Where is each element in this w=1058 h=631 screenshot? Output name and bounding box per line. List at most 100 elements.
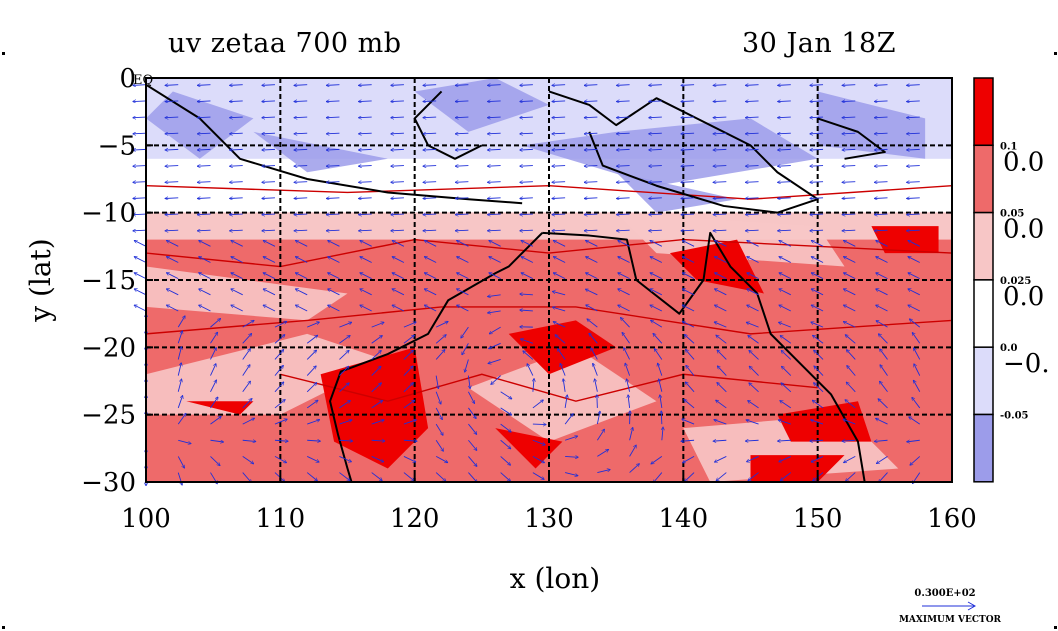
wind-vector [593,363,598,376]
wind-vector [274,400,285,409]
wind-vector [713,214,727,215]
wind-vector [134,273,147,280]
wind-vector [391,133,404,134]
wind-vector [779,289,792,296]
wind-vector [746,230,759,231]
wind-vector [326,149,340,150]
wind-vector [618,273,630,280]
wind-vector [165,214,179,215]
wind-vector [779,456,791,461]
wind-vector [455,85,469,86]
wind-vector [681,149,695,150]
wind-vector [810,440,824,441]
axes: 100 110 120 130 140 150 160 0 −5 −10 −15 −20 −25 −30 [81,64,977,534]
wind-vector [455,182,469,183]
wind-vector [591,348,598,360]
colorbar-large-label: 0.0 [1003,282,1044,312]
wind-vector [912,397,921,409]
coastline-segment [329,232,543,482]
wind-vector [294,101,308,102]
wind-vector [328,289,340,296]
wind-vector [359,133,372,134]
wind-vector [781,383,792,393]
wind-vector [908,289,920,296]
wind-vector [165,149,179,150]
wind-vector [713,133,727,134]
wind-vector [435,375,438,389]
wind-vector [880,381,888,393]
wind-vector [563,379,566,392]
wind-vector [296,273,308,280]
wind-vector [584,214,598,215]
wind-vector [649,85,662,86]
wind-vector [649,101,662,102]
wind-vector [294,133,308,134]
wind-vector [294,166,308,167]
wind-vector [622,333,630,344]
wind-vector [845,335,856,344]
wind-vector [488,359,501,363]
wind-vector [242,440,256,441]
wind-vector [907,85,920,86]
wind-vector [360,257,372,263]
wind-vector [810,230,824,231]
wind-vector [650,273,663,280]
wind-vector [746,101,759,102]
wind-vector [552,230,566,231]
wind-vector [423,149,437,150]
field-negative-area [522,118,818,186]
wind-vector [167,305,179,312]
wind-vector [847,366,856,376]
wind-vector [488,182,501,183]
wind-vector [597,450,608,457]
wind-vector [133,214,147,215]
wind-vector [683,456,695,462]
colorbar-segment [973,279,994,348]
wind-vector [908,241,920,247]
wind-vector [328,257,340,263]
wind-vector [242,399,252,409]
wind-vector [778,166,791,167]
wind-vector [532,400,543,409]
wind-vector [553,307,566,312]
wind-vector [468,375,470,389]
wind-vector [210,380,216,392]
wind-vector [489,326,501,334]
wind-vector [682,321,695,328]
wind-vector [391,182,404,183]
x-tick-label: 150 [793,504,843,534]
wind-vector [565,456,578,457]
wind-vector [617,166,630,167]
wind-vector [520,198,533,199]
colorbar-level-label: 0.1 [1000,141,1017,152]
wind-vector [371,401,383,409]
wind-vector [359,214,372,215]
wind-vector [435,472,446,482]
field-strong-positive-area [871,226,939,254]
wind-vector [371,420,384,425]
wind-vector [165,85,179,86]
field-contour [280,373,818,402]
wind-vector [717,366,727,376]
wind-vector [876,273,888,280]
wind-vector [262,198,275,199]
wind-vector [618,241,630,247]
wind-vector [455,230,469,231]
wind-vector [713,182,727,183]
wind-vector [748,401,759,409]
wind-vector [814,383,824,393]
wind-vector [500,456,511,465]
wind-vector [199,289,211,296]
wind-vector [489,342,501,348]
wind-vector [230,85,243,86]
wind-vector [339,383,349,393]
wind-vector [468,472,477,483]
wind-vector [371,336,383,344]
wind-vector [296,305,308,312]
wind-vector [685,472,695,482]
wind-vector [197,133,211,134]
wind-vector [649,198,662,199]
wind-vector [210,319,220,328]
